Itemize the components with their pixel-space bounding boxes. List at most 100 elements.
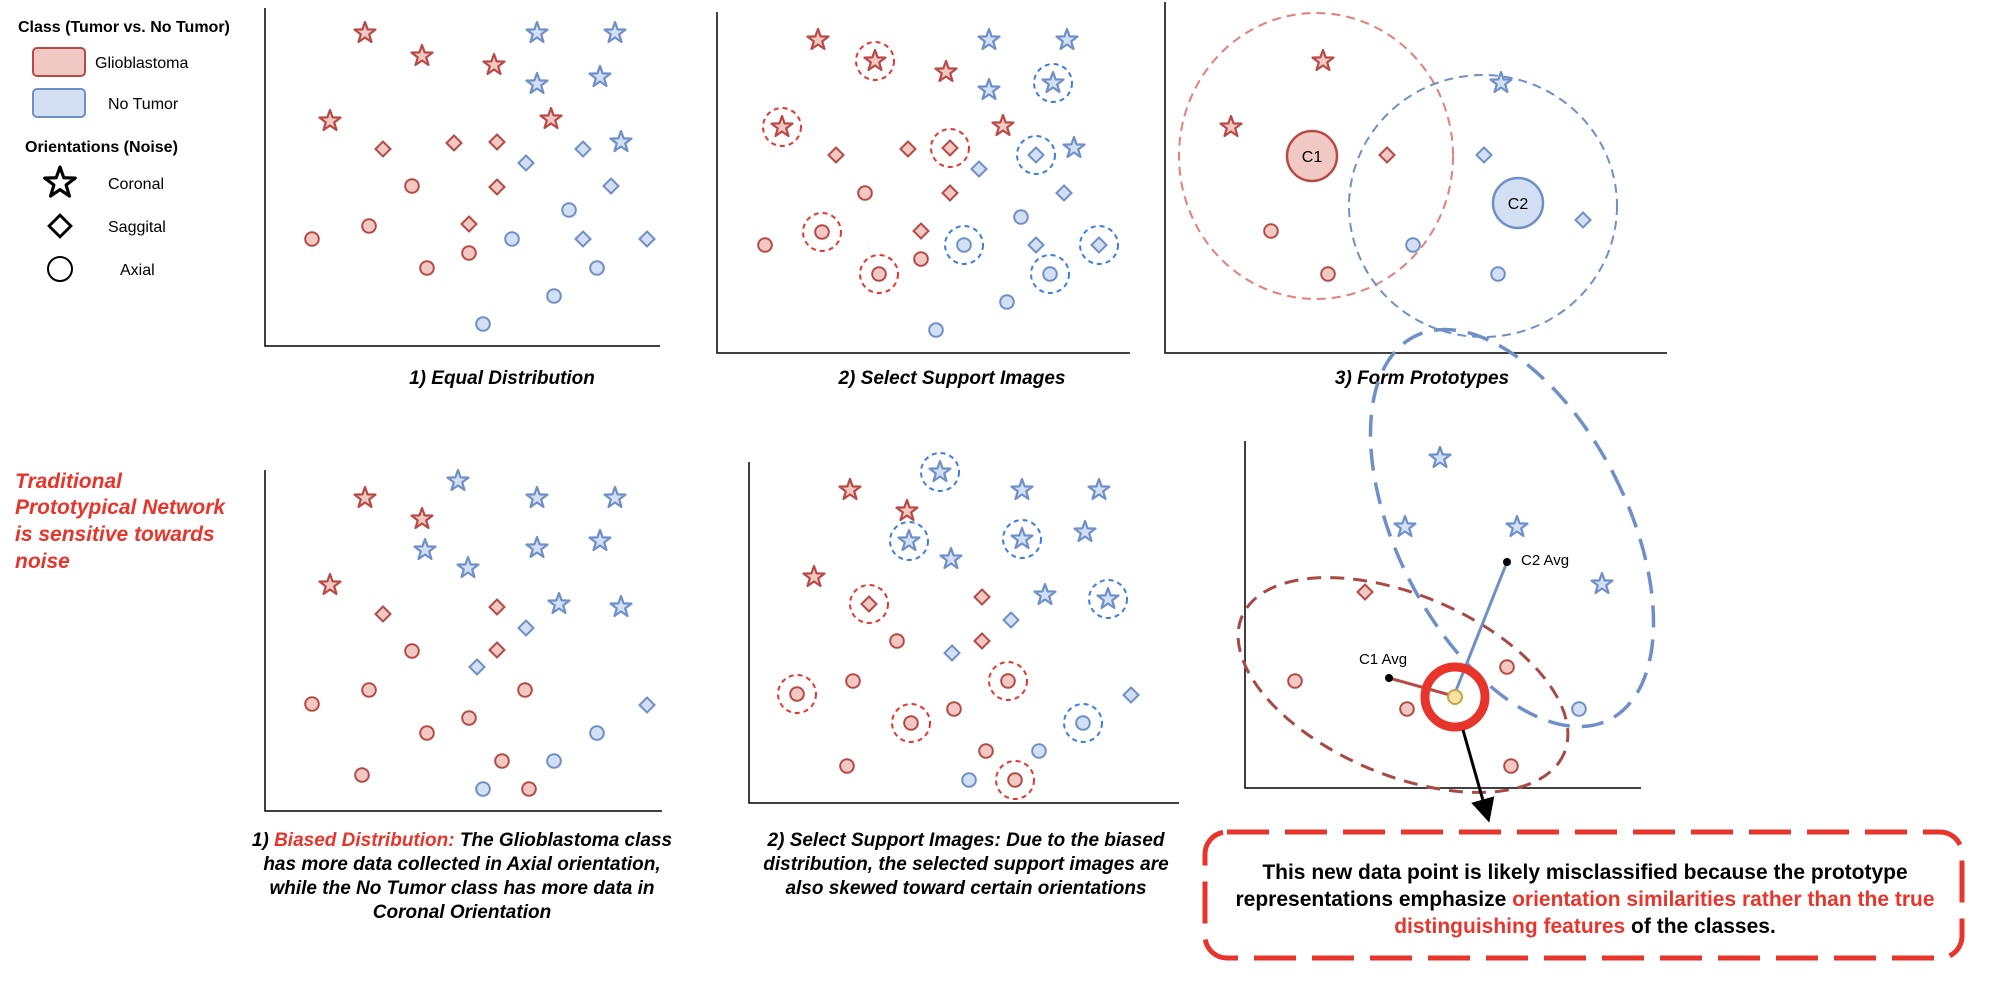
- marker-star: [413, 537, 437, 561]
- marker-diamond: [1027, 236, 1045, 254]
- marker-diamond: [1356, 583, 1374, 601]
- marker-diamond: [1122, 686, 1140, 704]
- svg-text:distinguishing features of the: distinguishing features of the classes.: [1394, 915, 1776, 938]
- callout-line-3b: of the classes.: [1625, 915, 1776, 938]
- marker-star: [456, 555, 480, 579]
- marker-circle: [589, 725, 605, 741]
- marker-circle: [1007, 772, 1023, 788]
- marker-diamond: [460, 215, 478, 233]
- query-highlight-ring: [1420, 662, 1490, 732]
- callout-line-3a: distinguishing features: [1394, 915, 1625, 938]
- legend-no-tumor-label: No Tumor: [108, 96, 179, 113]
- top-panel-2-axes: [716, 12, 1130, 354]
- marker-circle: [1571, 701, 1587, 717]
- marker-diamond: [574, 140, 592, 158]
- prototype-c1: [1285, 129, 1339, 183]
- prototype-c2-label: C2: [1508, 196, 1529, 213]
- legend-orientation-title: Orientations (Noise): [25, 139, 178, 156]
- marker-diamond: [517, 619, 535, 637]
- c2-average-point: [1503, 558, 1511, 566]
- marker-circle: [475, 781, 491, 797]
- top-panel-1-caption: 1) Equal Distribution: [409, 368, 595, 389]
- marker-star: [410, 506, 434, 530]
- marker-star: [1055, 27, 1079, 51]
- marker-circle: [361, 682, 377, 698]
- marker-circle: [1287, 673, 1303, 689]
- marker-star: [603, 20, 627, 44]
- marker-star: [482, 52, 506, 76]
- marker-diamond: [1090, 236, 1108, 254]
- marker-star: [353, 20, 377, 44]
- marker-star: [525, 485, 549, 509]
- marker-circle: [903, 715, 919, 731]
- marker-circle: [946, 701, 962, 717]
- marker-diamond: [602, 177, 620, 195]
- callout-box: This new data point is likely misclassif…: [1202, 829, 1965, 961]
- marker-circle: [361, 218, 377, 234]
- marker-circle: [461, 710, 477, 726]
- marker-star: [609, 594, 633, 618]
- marker-star: [353, 485, 377, 509]
- marker-star: [977, 27, 1001, 51]
- callout-border: [1202, 829, 1965, 961]
- marker-circle: [494, 753, 510, 769]
- side-note-line-3: is sensitive towards: [15, 523, 215, 546]
- marker-circle: [1263, 223, 1279, 239]
- marker-circle: [857, 185, 873, 201]
- prototype-c2: [1491, 176, 1545, 230]
- marker-circle: [461, 245, 477, 261]
- c2-average-label: C2 Avg: [1521, 552, 1569, 569]
- side-note: Traditional Prototypical Network is sens…: [15, 470, 226, 573]
- marker-star: [928, 459, 952, 483]
- marker-diamond: [973, 632, 991, 650]
- marker-star: [770, 114, 794, 138]
- caption-highlight: Biased Distribution:: [274, 830, 455, 851]
- marker-circle: [517, 682, 533, 698]
- marker-star: [1590, 571, 1614, 595]
- prototype-c1-label: C1: [1302, 149, 1323, 166]
- legend: Class (Tumor vs. No Tumor) Glioblastoma …: [18, 19, 230, 282]
- circle-icon: [47, 256, 73, 282]
- no-tumor-region: [1368, 327, 1656, 729]
- marker-circle: [1405, 237, 1421, 253]
- marker-circle: [504, 231, 520, 247]
- marker-star: [525, 71, 549, 95]
- bottom-panel-1-caption: 1) Biased Distribution: The Glioblastoma…: [252, 830, 672, 923]
- marker-star: [1010, 526, 1034, 550]
- marker-circle: [1499, 659, 1515, 675]
- caption-line-2: has more data collected in Axial orienta…: [263, 854, 660, 875]
- marker-circle: [1490, 266, 1506, 282]
- marker-circle: [589, 260, 605, 276]
- top-panel-3-axes: [1164, 2, 1667, 354]
- marker-circle: [928, 322, 944, 338]
- marker-diamond: [488, 178, 506, 196]
- caption-line-3: while the No Tumor class has more data i…: [269, 878, 654, 899]
- marker-star: [603, 485, 627, 509]
- marker-circle: [845, 673, 861, 689]
- marker-diamond: [488, 641, 506, 659]
- prototype-region-c1: [1178, 12, 1454, 300]
- marker-circle: [304, 231, 320, 247]
- marker-circle: [475, 316, 491, 332]
- marker-star: [991, 113, 1015, 137]
- marker-circle: [789, 686, 805, 702]
- marker-star: [1062, 135, 1086, 159]
- bottom-panel-1-markers: [304, 468, 656, 797]
- marker-star: [897, 528, 921, 552]
- marker-diamond: [1378, 146, 1396, 164]
- caption-line-3: also skewed toward certain orientations: [785, 878, 1146, 899]
- marker-circle: [561, 202, 577, 218]
- top-panel-1-axes: [264, 8, 660, 347]
- marker-diamond: [912, 222, 930, 240]
- bottom-panel-2-axes: [748, 462, 1179, 804]
- svg-text:1) Biased Distribution: The Gl: 1) Biased Distribution: The Glioblastoma…: [252, 830, 672, 851]
- marker-star: [1219, 114, 1243, 138]
- marker-star: [1428, 445, 1452, 469]
- marker-star: [939, 546, 963, 570]
- marker-circle: [1503, 758, 1519, 774]
- marker-diamond: [860, 595, 878, 613]
- marker-diamond: [1027, 146, 1045, 164]
- marker-diamond: [941, 139, 959, 157]
- panel-axes: [264, 2, 1667, 812]
